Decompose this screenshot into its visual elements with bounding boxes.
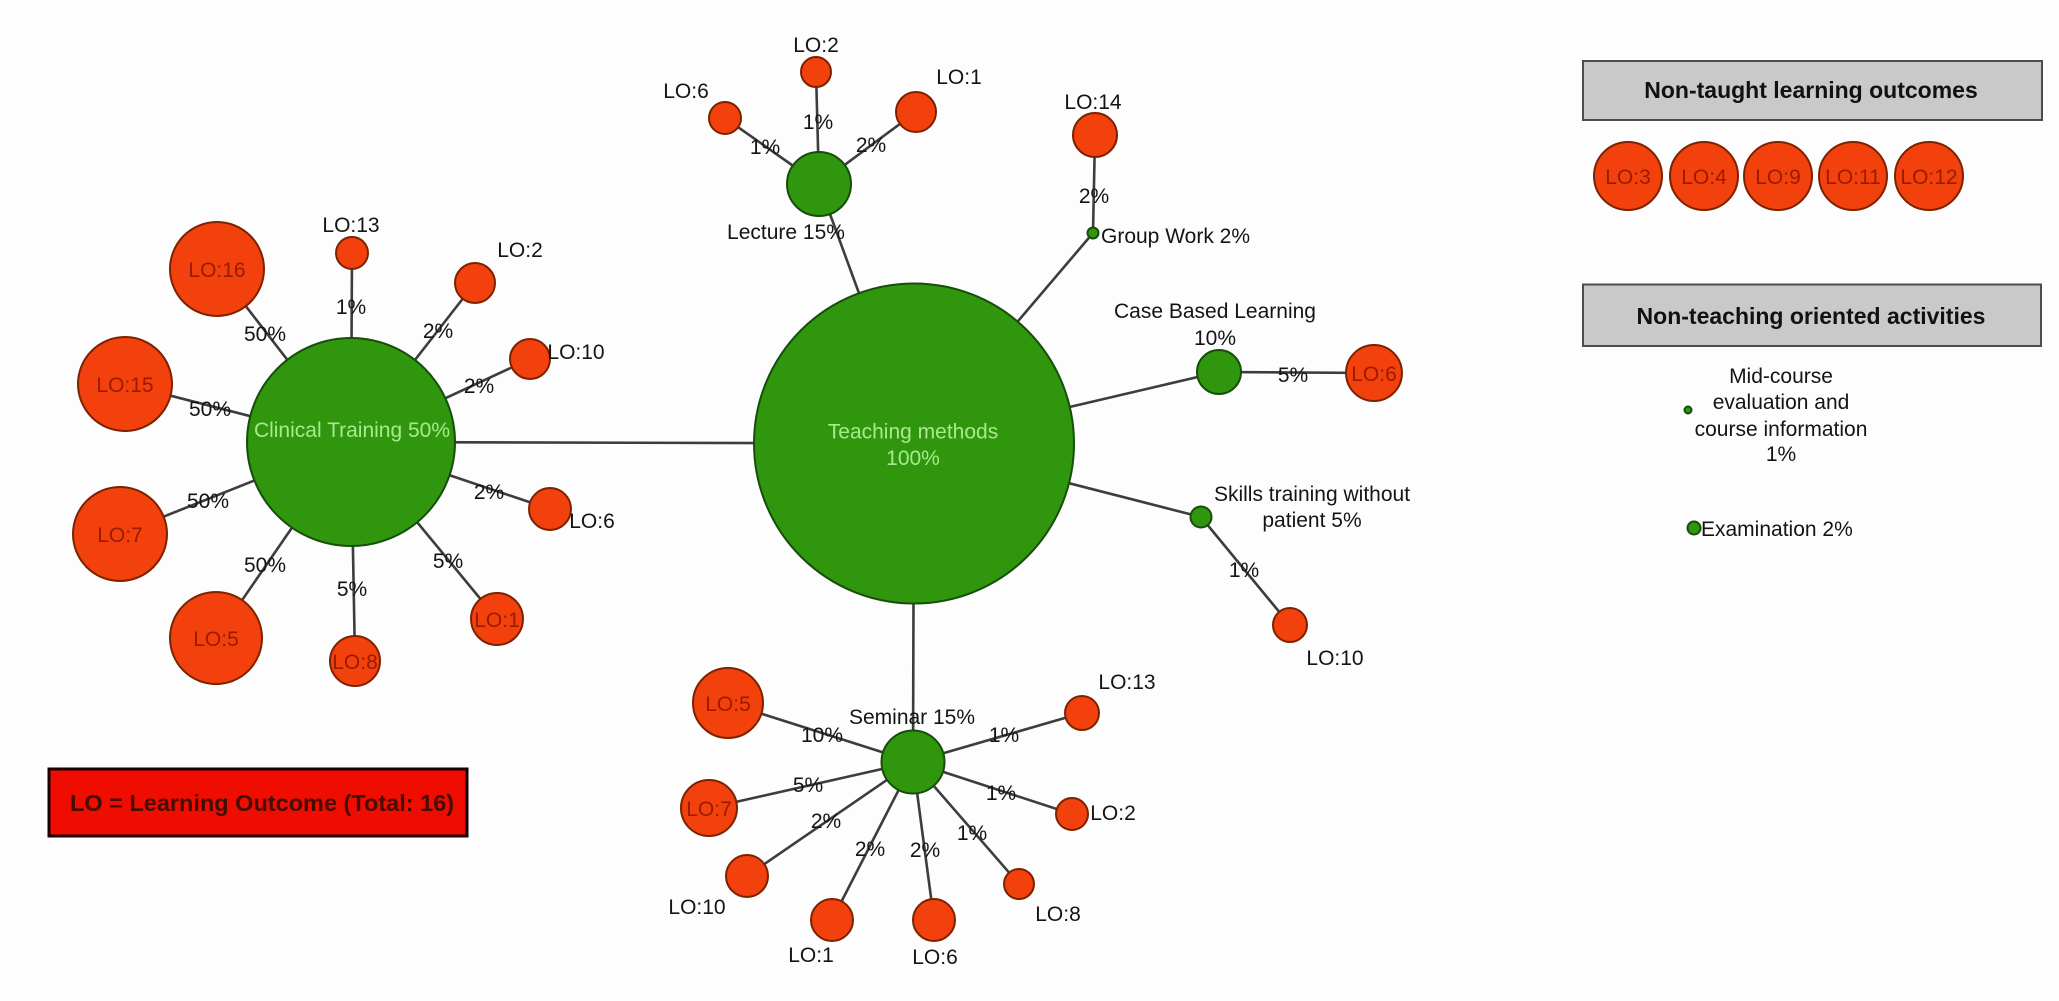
- svg-text:LO:5: LO:5: [193, 628, 239, 651]
- svg-text:LO:13: LO:13: [322, 214, 379, 237]
- svg-text:2%: 2%: [423, 320, 453, 343]
- svg-text:10%: 10%: [1194, 327, 1236, 350]
- svg-text:Case Based Learning: Case Based Learning: [1114, 300, 1316, 323]
- svg-text:2%: 2%: [910, 839, 940, 862]
- svg-text:LO:10: LO:10: [668, 896, 725, 919]
- svg-text:LO:6: LO:6: [1351, 363, 1397, 386]
- svg-text:LO:6: LO:6: [912, 946, 958, 969]
- svg-text:LO:3: LO:3: [1605, 166, 1651, 189]
- svg-text:Teaching methods: Teaching methods: [828, 421, 998, 444]
- svg-text:Mid-course: Mid-course: [1729, 365, 1833, 388]
- svg-text:2%: 2%: [855, 838, 885, 861]
- svg-text:LO:6: LO:6: [663, 80, 709, 103]
- svg-text:LO:1: LO:1: [474, 609, 520, 632]
- svg-text:LO = Learning Outcome (Total:: LO = Learning Outcome (Total: 16): [70, 790, 454, 816]
- svg-text:LO:2: LO:2: [497, 239, 543, 262]
- svg-text:50%: 50%: [244, 554, 286, 577]
- svg-text:LO:4: LO:4: [1681, 166, 1727, 189]
- svg-text:LO:8: LO:8: [332, 651, 378, 674]
- svg-text:LO:1: LO:1: [788, 944, 834, 967]
- svg-text:patient 5%: patient 5%: [1262, 509, 1361, 532]
- svg-text:50%: 50%: [244, 323, 286, 346]
- svg-text:Non-teaching oriented activiti: Non-teaching oriented activities: [1637, 303, 1986, 329]
- svg-text:5%: 5%: [337, 578, 367, 601]
- svg-text:LO:11: LO:11: [1825, 166, 1881, 189]
- svg-text:100%: 100%: [886, 447, 940, 470]
- svg-text:50%: 50%: [187, 490, 229, 513]
- svg-text:LO:7: LO:7: [686, 798, 732, 821]
- svg-text:1%: 1%: [336, 296, 366, 319]
- svg-text:Seminar 15%: Seminar 15%: [849, 706, 975, 729]
- svg-text:LO:10: LO:10: [547, 341, 604, 364]
- svg-text:2%: 2%: [474, 481, 504, 504]
- svg-text:LO:7: LO:7: [97, 524, 143, 547]
- svg-text:1%: 1%: [989, 724, 1019, 747]
- svg-text:LO:1: LO:1: [936, 66, 982, 89]
- svg-text:1%: 1%: [1229, 559, 1259, 582]
- svg-text:Clinical Training 50%: Clinical Training 50%: [254, 419, 450, 442]
- svg-text:LO:10: LO:10: [1306, 647, 1363, 670]
- svg-text:2%: 2%: [464, 375, 494, 398]
- svg-text:Examination 2%: Examination 2%: [1701, 518, 1853, 541]
- svg-text:LO:12: LO:12: [1900, 166, 1957, 189]
- svg-text:Group Work 2%: Group Work 2%: [1101, 225, 1250, 248]
- svg-text:LO:6: LO:6: [569, 510, 615, 533]
- svg-text:LO:8: LO:8: [1035, 903, 1081, 926]
- svg-text:LO:15: LO:15: [96, 374, 153, 397]
- svg-text:LO:16: LO:16: [188, 259, 245, 282]
- svg-text:LO:14: LO:14: [1064, 91, 1122, 114]
- svg-text:Lecture 15%: Lecture 15%: [727, 221, 845, 244]
- svg-text:LO:2: LO:2: [1090, 802, 1136, 825]
- svg-text:2%: 2%: [856, 134, 886, 157]
- svg-text:1%: 1%: [803, 111, 833, 134]
- svg-text:2%: 2%: [1079, 185, 1109, 208]
- svg-text:LO:9: LO:9: [1755, 166, 1801, 189]
- svg-text:5%: 5%: [433, 550, 463, 573]
- svg-text:5%: 5%: [793, 774, 823, 797]
- svg-text:2%: 2%: [811, 810, 841, 833]
- svg-text:LO:5: LO:5: [705, 693, 751, 716]
- svg-text:course information: course information: [1695, 418, 1868, 441]
- svg-text:1%: 1%: [957, 822, 987, 845]
- svg-text:5%: 5%: [1278, 364, 1308, 387]
- svg-text:1%: 1%: [750, 136, 780, 159]
- svg-text:LO:13: LO:13: [1098, 671, 1155, 694]
- svg-text:50%: 50%: [189, 398, 231, 421]
- svg-text:Skills training without: Skills training without: [1214, 483, 1410, 506]
- svg-text:evaluation and: evaluation and: [1713, 391, 1850, 414]
- svg-text:LO:2: LO:2: [793, 34, 839, 57]
- svg-text:1%: 1%: [1766, 443, 1796, 466]
- svg-text:Non-taught learning outcomes: Non-taught learning outcomes: [1644, 77, 1978, 103]
- svg-text:1%: 1%: [986, 782, 1016, 805]
- svg-text:10%: 10%: [801, 724, 843, 747]
